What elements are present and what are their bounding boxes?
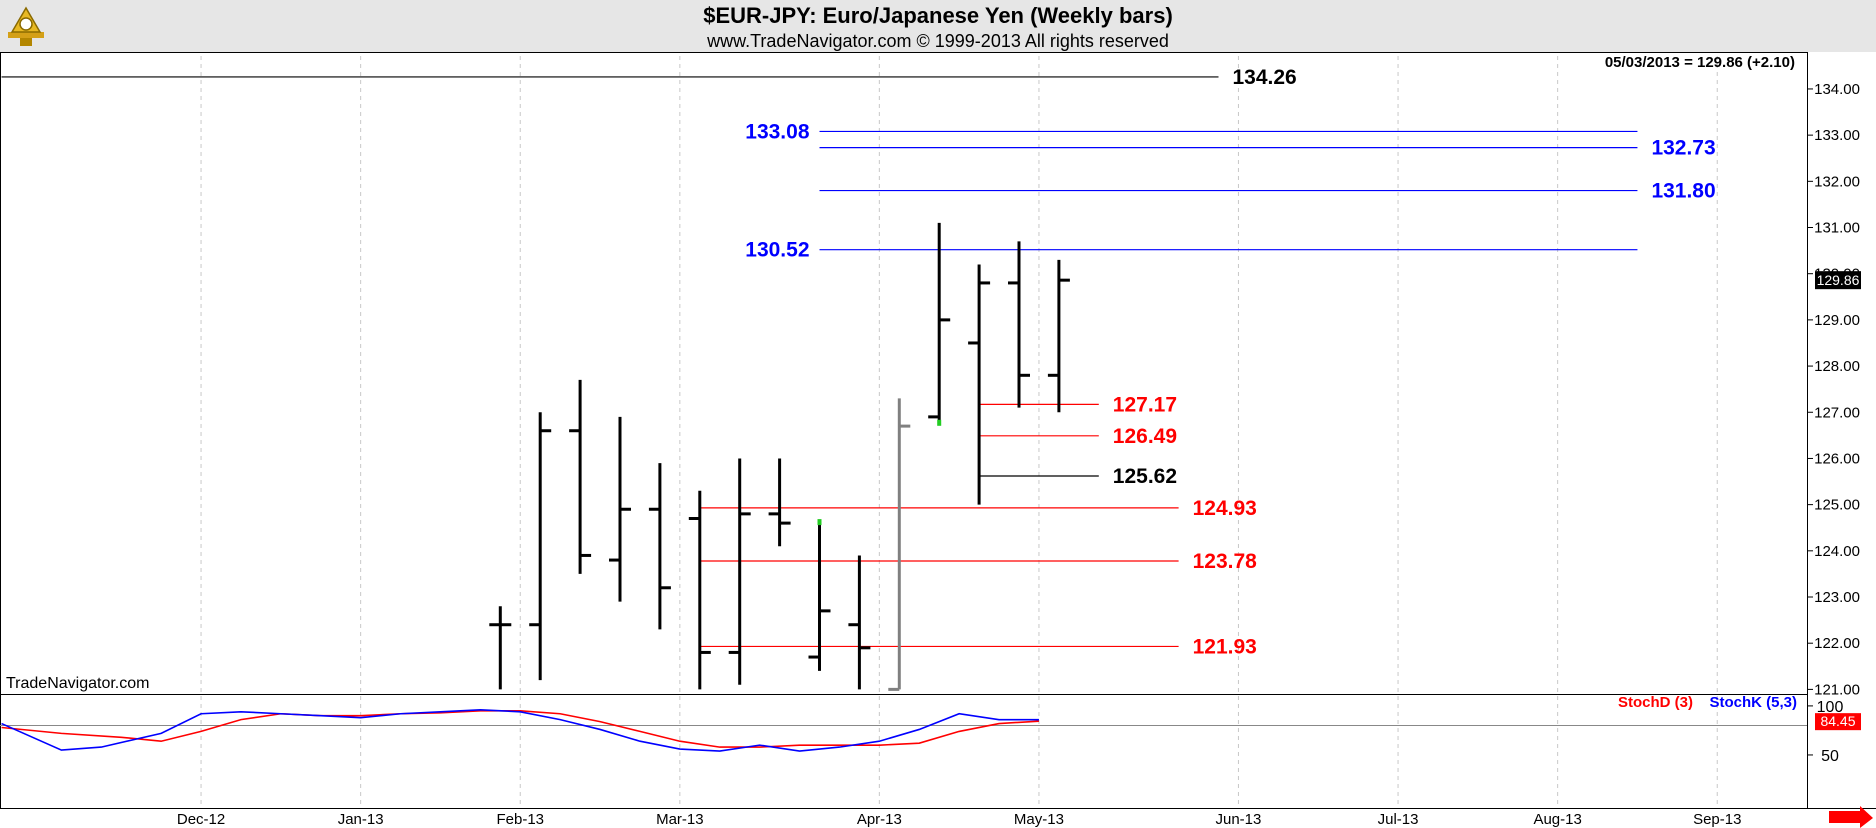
chart-title: $EUR-JPY: Euro/Japanese Yen (Weekly bars… — [703, 3, 1173, 28]
stoch-last-label: 84.45 — [1820, 713, 1855, 729]
signal-tick — [817, 519, 822, 526]
level-label: 121.93 — [1193, 635, 1257, 658]
level-label: 126.49 — [1113, 425, 1177, 448]
scroll-right-arrow-icon[interactable] — [1829, 806, 1873, 828]
y-tick-label: 127.00 — [1814, 404, 1860, 421]
x-tick-label: Feb-13 — [496, 811, 544, 828]
chart-header — [0, 0, 1876, 52]
watermark-label: TradeNavigator.com — [6, 675, 149, 692]
y-tick-label: 125.00 — [1814, 497, 1860, 514]
level-label: 125.62 — [1113, 465, 1177, 488]
x-tick-label: Jun-13 — [1216, 811, 1262, 828]
stoch-d-legend: StochD (3) — [1618, 694, 1693, 711]
y-tick-label: 121.00 — [1814, 681, 1860, 698]
x-tick-label: Jan-13 — [338, 811, 384, 828]
stoch-d-line — [1, 710, 1039, 748]
info-label: 05/03/2013 = 129.86 (+2.10) — [1605, 54, 1795, 71]
x-tick-label: Aug-13 — [1533, 811, 1581, 828]
y-tick-label: 134.00 — [1814, 81, 1860, 98]
stoch-k-legend: StochK (5,3) — [1709, 694, 1797, 711]
stoch-k-line — [1, 709, 1039, 752]
y-tick-label: 124.00 — [1814, 543, 1860, 560]
stoch-y-tick-label: 50 — [1821, 748, 1839, 765]
x-tick-label: Mar-13 — [656, 811, 704, 828]
x-tick-label: Sep-13 — [1693, 811, 1741, 828]
level-label: 130.52 — [745, 239, 809, 262]
level-label: 132.73 — [1651, 137, 1715, 160]
x-tick-label: Dec-12 — [177, 811, 225, 828]
stoch-last-box — [1815, 713, 1861, 731]
plot-frame — [0, 52, 1808, 809]
level-label: 124.93 — [1193, 497, 1257, 520]
chart-subtitle: www.TradeNavigator.com © 1999-2013 All r… — [707, 31, 1169, 51]
y-tick-label: 122.00 — [1814, 635, 1860, 652]
x-tick-label: May-13 — [1014, 811, 1064, 828]
level-label: 127.17 — [1113, 393, 1177, 416]
y-tick-label: 126.00 — [1814, 450, 1860, 467]
level-label: 133.08 — [745, 120, 810, 143]
y-tick-label: 129.00 — [1814, 312, 1860, 329]
y-tick-label: 128.00 — [1814, 358, 1860, 375]
x-tick-label: Jul-13 — [1378, 811, 1419, 828]
level-label: 134.26 — [1233, 66, 1297, 89]
signal-tick — [937, 419, 942, 426]
y-tick-label: 132.00 — [1814, 173, 1860, 190]
y-tick-label: 131.00 — [1814, 220, 1860, 237]
y-tick-label: 123.00 — [1814, 589, 1860, 606]
stoch-y-tick-label: 100 — [1817, 699, 1844, 716]
last-price-label: 129.86 — [1817, 272, 1860, 288]
level-label: 131.80 — [1651, 180, 1715, 203]
level-label: 123.78 — [1193, 550, 1258, 573]
y-tick-label: 133.00 — [1814, 127, 1860, 144]
x-tick-label: Apr-13 — [857, 811, 902, 828]
sextant-logo-icon — [8, 6, 44, 46]
last-price-box — [1815, 271, 1861, 290]
